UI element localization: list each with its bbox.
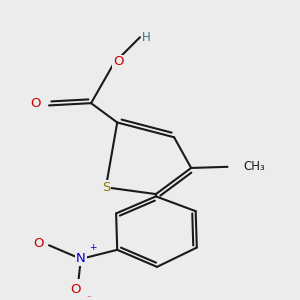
Text: ⁻: ⁻: [87, 294, 92, 300]
Text: N: N: [76, 252, 86, 266]
Text: +: +: [89, 243, 97, 252]
Text: O: O: [33, 237, 44, 250]
Text: O: O: [70, 283, 81, 296]
Text: O: O: [113, 55, 124, 68]
Text: O: O: [30, 98, 40, 110]
Text: H: H: [142, 31, 151, 44]
Text: CH₃: CH₃: [243, 160, 265, 173]
Text: S: S: [102, 181, 110, 194]
